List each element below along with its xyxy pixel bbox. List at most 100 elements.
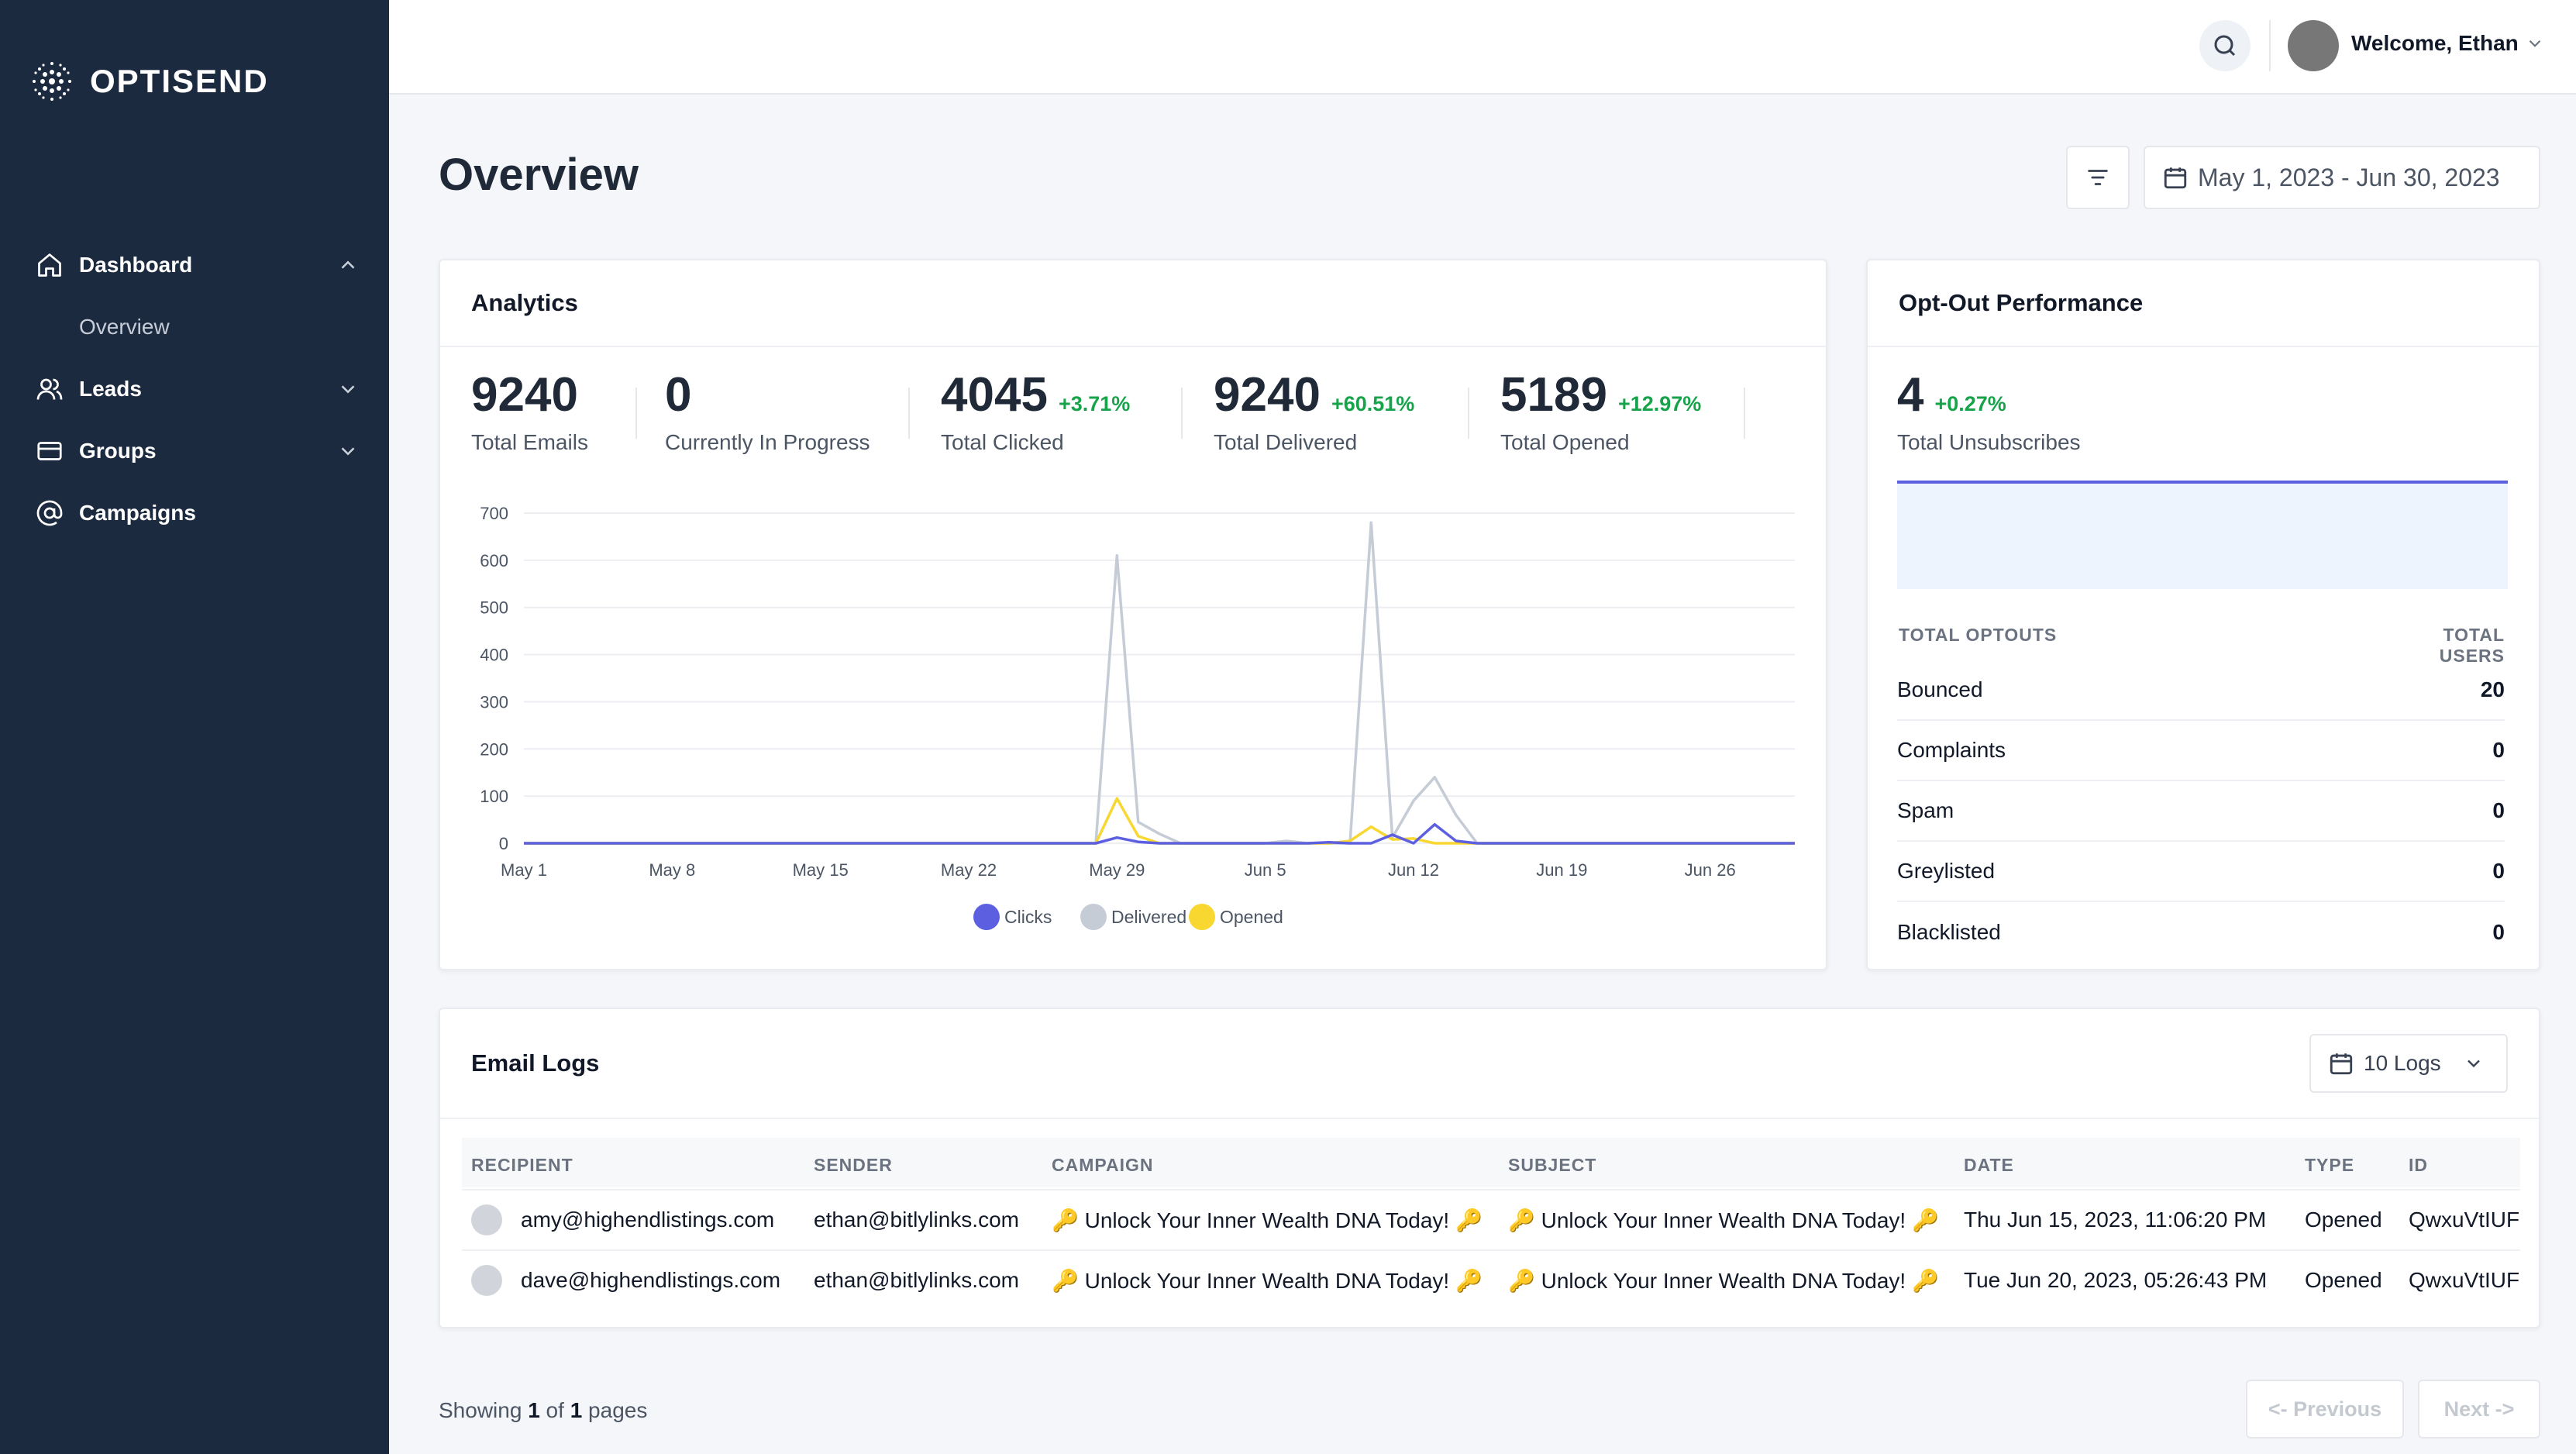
logo-text: OPTISEND [90, 63, 269, 99]
stat-delta: +12.97% [1617, 392, 1702, 415]
optout-value: 0 [2492, 738, 2505, 762]
sidebar-item-label: Leads [79, 377, 142, 401]
stat-total-opened: 5189 +12.97% Total Opened [1500, 367, 1701, 455]
divider [462, 1189, 2520, 1190]
home-icon [34, 250, 65, 281]
search-button[interactable] [2199, 20, 2251, 71]
sidebar: OPTISEND Dashboard Overview Leads Groups… [0, 0, 389, 1454]
previous-page-button[interactable]: <- Previous [2246, 1380, 2404, 1438]
next-page-button[interactable]: Next -> [2418, 1380, 2540, 1438]
logs-count-select[interactable]: 10 Logs [2309, 1034, 2508, 1093]
stat-delta: +60.51% [1331, 392, 1415, 415]
optout-col-right: TOTAL USERS [2439, 625, 2505, 666]
divider [908, 388, 910, 439]
sidebar-item-campaigns[interactable]: Campaigns [34, 490, 360, 536]
optout-label: Complaints [1897, 738, 2006, 762]
current-page: 1 [528, 1398, 540, 1422]
legend-label: Opened [1220, 907, 1283, 927]
column-header-id[interactable]: ID [2409, 1155, 2428, 1175]
x-tick-label: May 22 [941, 860, 997, 880]
analytics-line-chart: 0 100 200 300 400 500 600 700 May 1 May 8 May 15 Ma… [480, 504, 1795, 930]
stat-total-delivered: 9240 +60.51% Total Delivered [1214, 367, 1414, 455]
calendar-icon [2330, 1053, 2353, 1075]
series-line-clicks [524, 822, 1795, 845]
users-icon [34, 374, 65, 405]
divider [1181, 388, 1183, 439]
x-tick-label: May 29 [1089, 860, 1145, 880]
divider [1468, 388, 1469, 439]
sidebar-subitem-overview[interactable]: Overview [79, 315, 170, 339]
optout-label: Greylisted [1897, 859, 1996, 883]
recipient-avatar [471, 1265, 502, 1296]
sidebar-item-dashboard[interactable]: Dashboard [34, 242, 360, 288]
filter-icon [2088, 170, 2108, 185]
column-header-date[interactable]: DATE [1964, 1155, 2014, 1175]
cell-type: Opened [2305, 1208, 2382, 1232]
stat-delta: +0.27% [1934, 392, 2006, 415]
column-header-subject[interactable]: SUBJECT [1508, 1155, 1597, 1175]
avatar[interactable] [2288, 20, 2339, 71]
stat-label: Currently In Progress [665, 430, 870, 454]
stat-label: Total Delivered [1214, 430, 1358, 454]
cell-subject: 🔑 Unlock Your Inner Wealth DNA Today! 🔑 [1508, 1269, 1939, 1293]
date-range-picker[interactable]: May 1, 2023 - Jun 30, 2023 [2144, 146, 2540, 209]
optout-row-blacklisted: Blacklisted 0 [1897, 902, 2505, 963]
cell-campaign: 🔑 Unlock Your Inner Wealth DNA Today! 🔑 [1052, 1269, 1483, 1293]
sidebar-item-label: Dashboard [79, 253, 193, 277]
chevron-down-icon[interactable] [336, 377, 360, 401]
stat-total-emails: 9240 Total Emails [471, 367, 588, 455]
optout-row-bounced: Bounced 20 [1897, 660, 2505, 721]
cell-campaign: 🔑 Unlock Your Inner Wealth DNA Today! 🔑 [1052, 1208, 1483, 1232]
chevron-down-icon[interactable] [336, 439, 360, 463]
cell-date: Tue Jun 20, 2023, 05:26:43 PM [1964, 1268, 2268, 1292]
cell-sender: ethan@bitlylinks.com [814, 1268, 1019, 1292]
stat-label: Total Unsubscribes [1897, 430, 2081, 454]
column-header-recipient[interactable]: RECIPIENT [471, 1155, 573, 1175]
column-header-campaign[interactable]: CAMPAIGN [1052, 1155, 1154, 1175]
series-line-opened [524, 797, 1795, 845]
cell-sender: ethan@bitlylinks.com [814, 1208, 1019, 1232]
legend-swatch-delivered [1080, 904, 1107, 930]
optout-value: 0 [2492, 798, 2505, 822]
user-menu[interactable]: Welcome, Ethan [2351, 31, 2545, 56]
y-tick-label: 300 [480, 692, 508, 711]
optout-value: 20 [2480, 677, 2505, 701]
chevron-down-icon [2529, 40, 2541, 47]
unsubscribe-sparkline [1897, 481, 2508, 589]
stat-label: Total Opened [1500, 430, 1630, 454]
filter-button[interactable] [2066, 146, 2130, 209]
legend-label: Delivered [1111, 907, 1186, 927]
legend-swatch-clicks [973, 904, 1000, 930]
cell-date: Thu Jun 15, 2023, 11:06:20 PM [1964, 1208, 2267, 1232]
analytics-card: Analytics [439, 259, 1827, 970]
of-label: of [546, 1398, 564, 1422]
sidebar-item-groups[interactable]: Groups [34, 428, 360, 474]
stat-total-unsubscribes: 4 +0.27% Total Unsubscribes [1897, 367, 2081, 455]
y-tick-label: 500 [480, 598, 508, 618]
logo[interactable]: OPTISEND [29, 59, 269, 104]
column-header-type[interactable]: TYPE [2305, 1155, 2355, 1175]
sidebar-item-label: Groups [79, 439, 157, 463]
at-icon [34, 498, 65, 529]
series-line-delivered [524, 521, 1795, 845]
optout-title: Opt-Out Performance [1868, 260, 2539, 347]
stat-total-clicked: 4045 +3.71% Total Clicked [941, 367, 1130, 455]
x-tick-label: May 15 [793, 860, 849, 880]
welcome-text: Welcome, Ethan [2351, 31, 2519, 55]
pagination-summary: Showing 1 of 1 pages [439, 1398, 647, 1423]
stat-value: 9240 [471, 368, 578, 422]
page-title: Overview [439, 150, 639, 200]
column-header-sender[interactable]: SENDER [814, 1155, 893, 1175]
date-range-text: May 1, 2023 - Jun 30, 2023 [2198, 163, 2500, 191]
y-tick-label: 0 [499, 834, 508, 853]
logo-dots-icon [33, 62, 71, 101]
optout-col-left: TOTAL OPTOUTS [1899, 625, 2058, 645]
x-tick-label: Jun 12 [1388, 860, 1439, 880]
stat-value: 5189 [1500, 368, 1607, 422]
chevron-up-icon[interactable] [336, 253, 360, 277]
optout-value: 0 [2492, 859, 2505, 883]
chevron-down-icon [2467, 1059, 2480, 1068]
sidebar-item-leads[interactable]: Leads [34, 366, 360, 412]
divider [635, 388, 637, 439]
recipient-avatar [471, 1204, 502, 1235]
